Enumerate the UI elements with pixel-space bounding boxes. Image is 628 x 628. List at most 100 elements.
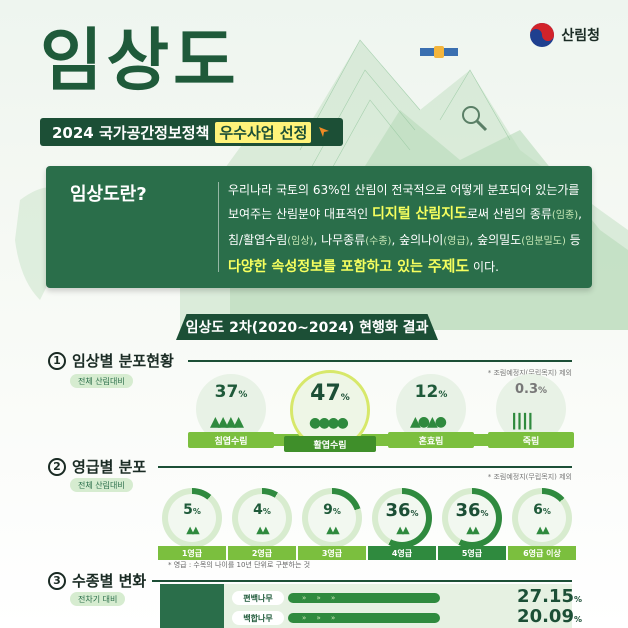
age-label: 6영급 이상 [508, 546, 576, 560]
section-divider [158, 466, 572, 468]
satellite-icon [420, 46, 458, 58]
age-value: 5% [162, 502, 222, 518]
stat-value: 0.3% [496, 382, 566, 397]
age-footnote: * 영급 : 수목의 나이를 10년 단위로 구분하는 것 [168, 561, 311, 569]
age-ring: 6% ▲▲ [512, 488, 572, 548]
value-unit: % [262, 507, 271, 516]
tree-icon: ▲▲ [186, 525, 199, 536]
tree-icon: ●●●● [309, 415, 349, 431]
section-number: 1 [48, 351, 66, 370]
age-label: 5영급 [438, 546, 506, 560]
section-tag: 전체 산림대비 [70, 374, 133, 388]
age-label: 2영급 [228, 546, 296, 560]
value-unit: % [438, 390, 448, 400]
age-value: 4% [232, 502, 292, 518]
stat-broadleaf: 47% ●●●● 활엽수림 [284, 370, 376, 452]
definition-line-3: 침/활엽수림(임상), 나무종류(수종), 숲의나이(영급), 숲의밀도(임분밀… [228, 228, 598, 254]
stat-bamboo: 0.3% ┃┃┃┃ 죽림 [488, 374, 574, 448]
section-3-heading: 3 수종별 변화 [48, 570, 146, 591]
age-value: 6% [512, 502, 572, 518]
value-unit: % [480, 509, 489, 518]
subtitle-banner: 2024 국가공간정보정책 우수사업 선정 [40, 118, 344, 146]
value-unit: % [238, 390, 248, 400]
stat-label: 활엽수림 [284, 436, 376, 452]
value-number: 5 [183, 502, 193, 518]
section-divider [152, 580, 572, 582]
section-note: * 조림예정지(무립목지) 제외 [487, 369, 572, 377]
value-number: 20.09 [517, 606, 574, 627]
stat-value: 37% [196, 382, 266, 402]
age-ring: 36% ▲▲ [372, 488, 432, 548]
species-bar: » » » [288, 593, 440, 603]
stat-coniferous: 37% ▲▲▲▲ 침엽수림 [188, 374, 274, 448]
definition-highlight: 주제도 [427, 257, 470, 275]
definition-box: 임상도란? 우리나라 국토의 63%인 산림이 전국적으로 어떻게 분포되어 있… [46, 166, 592, 288]
species-side-block [160, 584, 224, 628]
definition-highlight: 다양한 속성정보를 포함하고 있는 [228, 259, 428, 275]
age-ring-inner [378, 494, 426, 542]
section-title: 수종별 변화 [72, 572, 147, 590]
definition-line-4: 다양한 속성정보를 포함하고 있는 주제도 이다. [228, 254, 598, 279]
species-row: 편백나무 » » » 27.15% [232, 586, 582, 607]
definition-text-span: , 나무종류 [313, 233, 366, 247]
age-ring: 9% ▲▲ [302, 488, 362, 548]
value-unit: % [410, 509, 419, 518]
definition-small: (영급) [443, 236, 470, 247]
value-number: 4 [253, 502, 263, 518]
section-number: 3 [48, 571, 66, 590]
age-ring-inner [168, 494, 216, 542]
species-value: 20.09% [492, 606, 582, 627]
definition-text-span: 보여주는 산림분야 대표적인 [228, 207, 372, 221]
value-number: 6 [533, 502, 543, 518]
value-number: 9 [323, 502, 333, 518]
species-name: 백합나무 [232, 611, 284, 625]
value-number: 37 [214, 382, 239, 402]
definition-small: (임분밀도) [521, 236, 566, 247]
definition-small: (임종) [551, 210, 579, 221]
section-title: 영급별 분포 [72, 458, 147, 476]
species-row: 백합나무 » » » 20.09% [232, 606, 582, 627]
age-ring: 5% ▲▲ [162, 488, 222, 548]
section-note: * 조림예정지(무립목지) 제외 [487, 473, 572, 481]
value-unit: % [192, 507, 201, 516]
section-2-heading: 2 영급별 분포 [48, 456, 146, 477]
age-ring-inner [448, 494, 496, 542]
definition-text-span: 로써 산림의 종류 [466, 207, 552, 221]
definition-text-span: , 숲의나이 [391, 233, 444, 247]
age-label: 3영급 [298, 546, 366, 560]
cursor-icon [319, 127, 330, 137]
value-unit: % [573, 615, 582, 624]
section-divider [188, 360, 572, 362]
definition-text-span: 침/활엽수림 [228, 233, 288, 247]
definition-text: 우리나라 국토의 63%인 산림이 전국적으로 어떻게 분포되어 있는가를 보여… [228, 178, 598, 279]
tree-icon: ▲●▲● [410, 414, 447, 430]
stat-value: 12% [396, 382, 466, 402]
definition-line-2: 보여주는 산림분야 대표적인 디지털 산림지도로써 산림의 종류(임종), [228, 202, 598, 228]
section-number: 2 [48, 457, 66, 476]
value-unit: % [340, 393, 350, 403]
value-number: 0.3 [514, 382, 538, 397]
age-ring-inner [308, 494, 356, 542]
value-unit: % [573, 595, 582, 604]
section-title: 임상별 분포현황 [72, 352, 174, 370]
species-name: 편백나무 [232, 591, 284, 605]
value-number: 47 [310, 381, 341, 406]
species-bar: » » » [288, 613, 440, 623]
bamboo-icon: ┃┃┃┃ [510, 414, 535, 430]
stat-value: 47% [293, 381, 367, 406]
stat-mixed: 12% ▲●▲● 혼효림 [388, 374, 474, 448]
tree-icon: ▲▲ [256, 525, 269, 536]
definition-heading: 임상도란? [70, 184, 147, 205]
tree-icon: ▲▲ [326, 525, 339, 536]
section-tag: 전차기 대비 [70, 592, 126, 606]
stat-label: 혼효림 [388, 432, 474, 448]
age-ring: 4% ▲▲ [232, 488, 292, 548]
definition-text-span: , 숲의밀도 [469, 233, 522, 247]
definition-text-span: , [578, 207, 582, 221]
age-value: 9% [302, 502, 362, 518]
section-1-heading: 1 임상별 분포현황 [48, 350, 174, 371]
age-label: 4영급 [368, 546, 436, 560]
value-unit: % [538, 386, 548, 396]
definition-divider [218, 182, 219, 272]
results-banner: 임상도 2차(2020~2024) 현행화 결과 [176, 314, 438, 340]
